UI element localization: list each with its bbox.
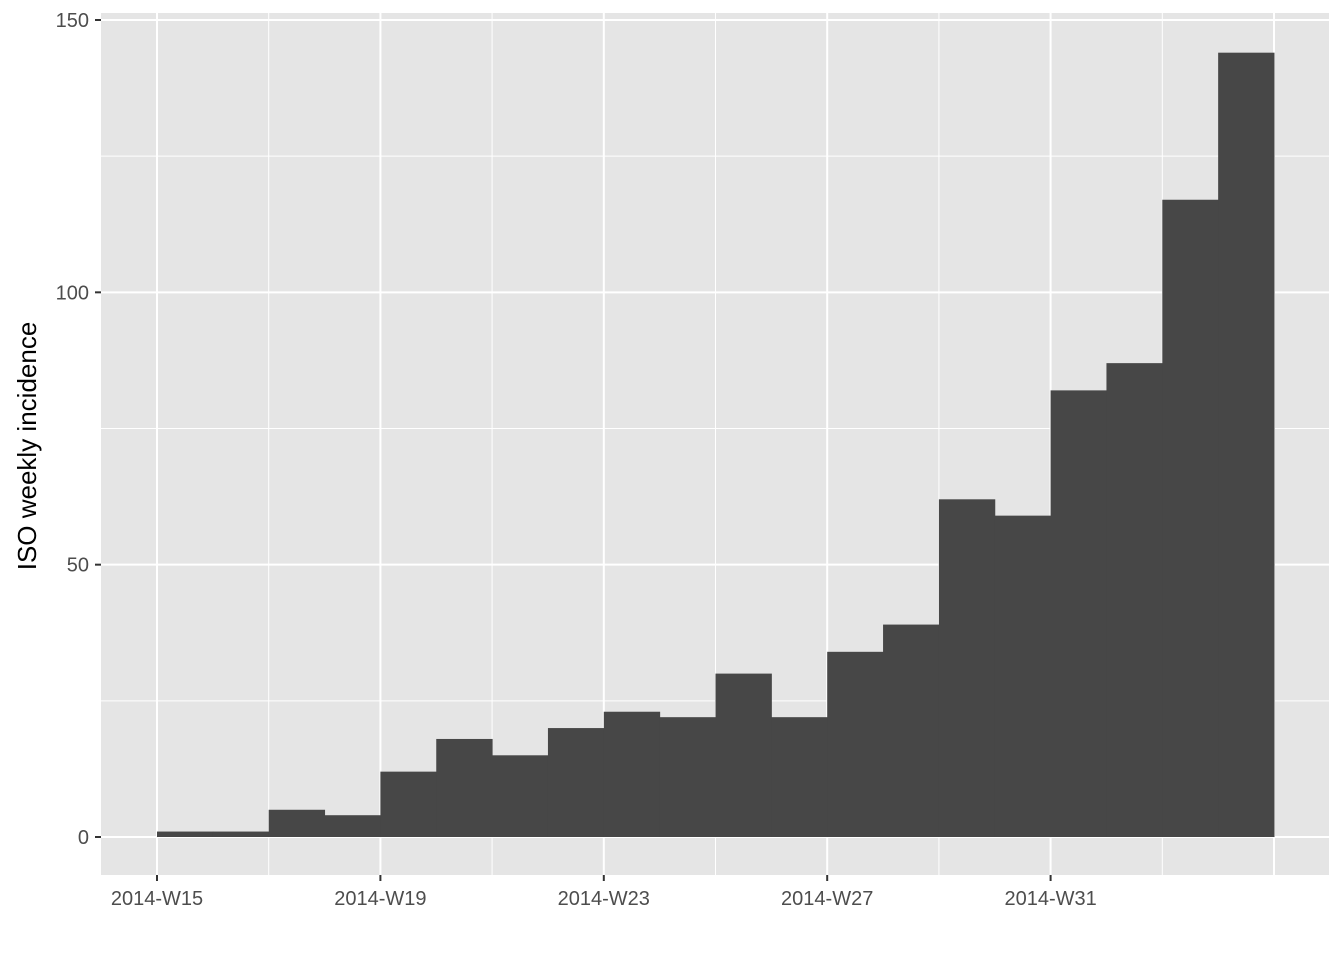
bar xyxy=(938,499,996,837)
bar xyxy=(1106,363,1163,837)
bar xyxy=(603,711,661,837)
bar xyxy=(492,755,549,837)
bar xyxy=(1162,199,1219,838)
bar xyxy=(771,717,828,837)
y-axis-title: ISO weekly incidence xyxy=(12,322,42,571)
bar xyxy=(994,515,1052,837)
x-tick-label: 2014-W15 xyxy=(111,888,203,910)
bar xyxy=(436,738,493,837)
bar xyxy=(157,831,214,837)
x-tick-label: 2014-W19 xyxy=(334,888,426,910)
bar xyxy=(659,717,716,837)
bar xyxy=(883,624,940,837)
bar xyxy=(324,815,381,837)
bar xyxy=(1218,52,1275,838)
bar xyxy=(715,673,772,837)
bar xyxy=(380,771,437,837)
y-tick-label: 50 xyxy=(67,555,89,577)
bar xyxy=(827,651,884,837)
bar xyxy=(1050,390,1107,837)
axes: 0 50 100 150 2014-W15 2014-W19 2014-W23 2014-W2… xyxy=(56,10,1097,910)
x-tick-label: 2014-W23 xyxy=(558,888,650,910)
y-tick-label: 100 xyxy=(56,282,89,304)
y-tick-label: 150 xyxy=(56,10,89,32)
bar xyxy=(212,831,270,837)
y-tick-label: 0 xyxy=(78,827,89,849)
bars xyxy=(157,52,1275,838)
bar xyxy=(547,728,605,837)
grid-lines xyxy=(101,13,1329,875)
x-tick-label: 2014-W27 xyxy=(781,888,873,910)
bar xyxy=(268,809,326,837)
x-tick-label: 2014-W31 xyxy=(1004,888,1096,910)
